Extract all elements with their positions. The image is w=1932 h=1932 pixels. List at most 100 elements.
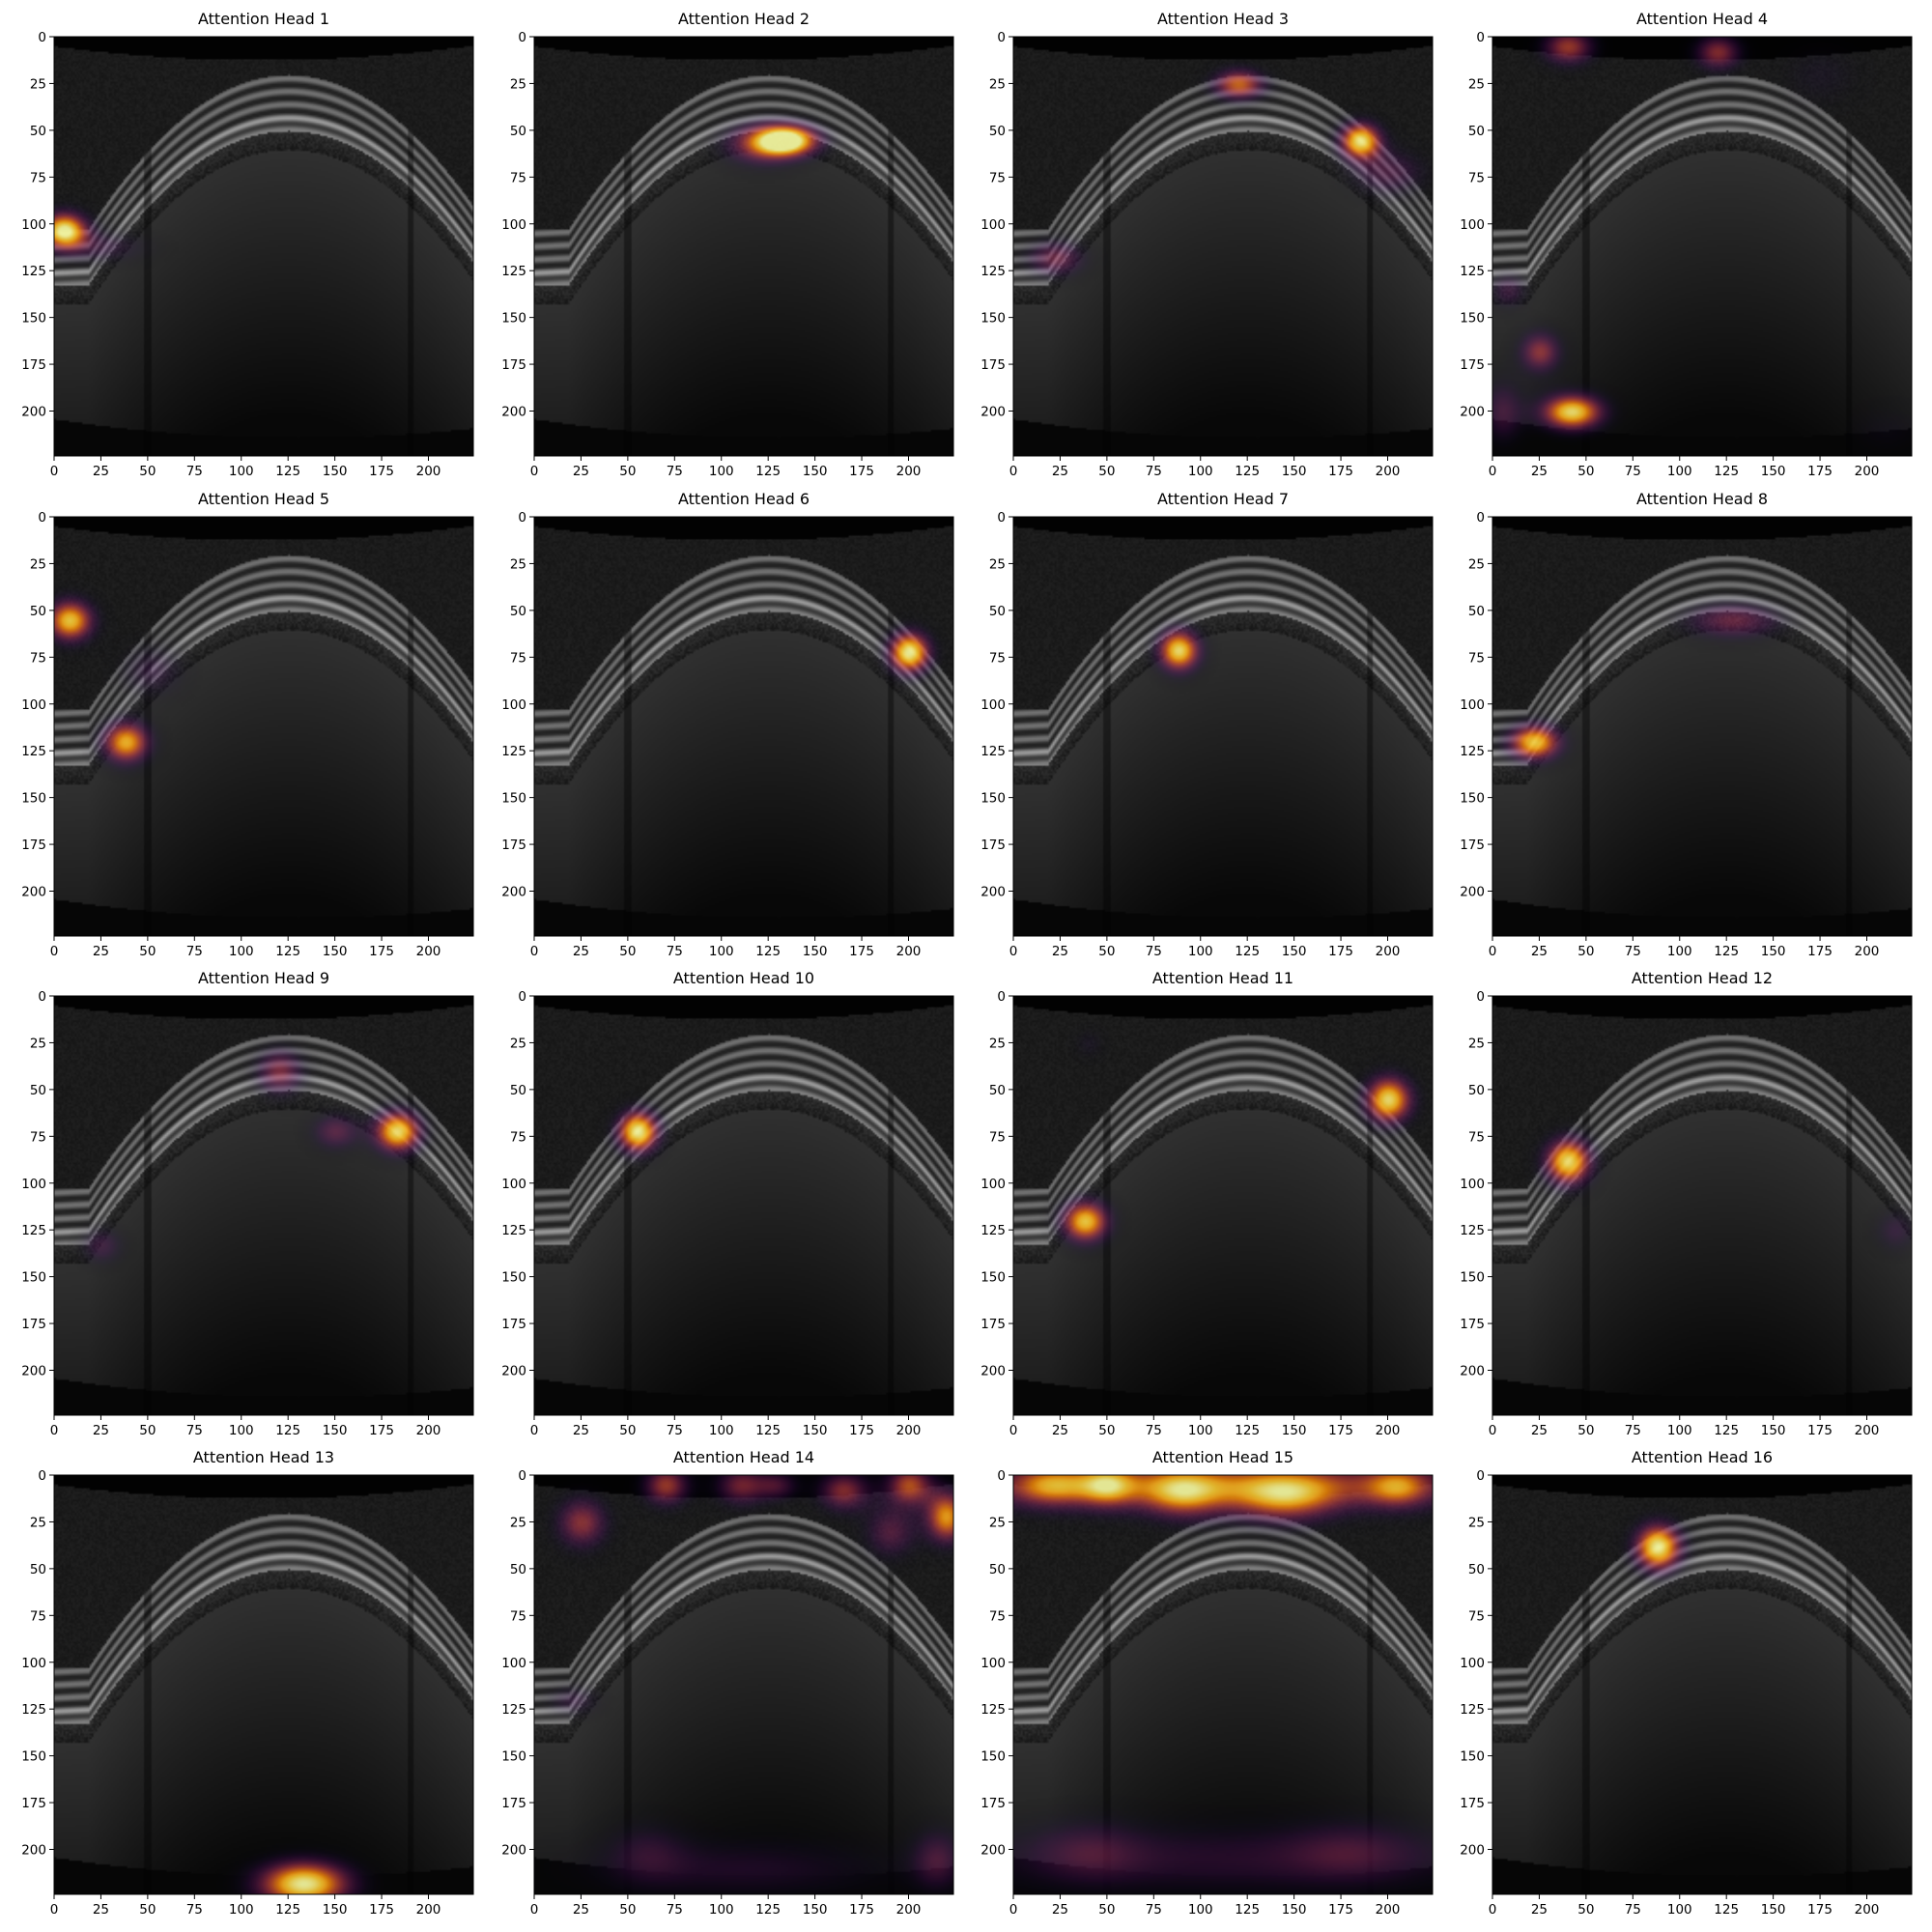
x-tick-label: 25 [1531, 1902, 1548, 1918]
y-tick-label: 150 [980, 1270, 1006, 1286]
x-tick-label: 175 [849, 944, 874, 959]
x-tick-label: 100 [1188, 1423, 1213, 1438]
plot-frame [53, 1474, 474, 1895]
x-tick-label: 50 [139, 464, 156, 479]
x-tick-label: 150 [803, 944, 828, 959]
x-tick-label: 200 [1376, 464, 1401, 479]
plot-axes: 0 25 50 75 100 125 150 175 200 0 25 50 75 100 125 150 17… [980, 30, 1434, 479]
x-tick-label: 50 [619, 1423, 636, 1438]
x-tick-label: 150 [803, 1902, 828, 1918]
panel-title: Attention Head 9 [197, 969, 330, 987]
y-tick-label: 75 [1468, 1608, 1485, 1624]
x-tick-label: 50 [1577, 944, 1594, 959]
x-tick-label: 75 [1625, 1902, 1641, 1918]
y-tick-label: 0 [38, 989, 46, 1005]
y-tick-label: 0 [997, 1468, 1006, 1484]
y-tick-label: 25 [30, 1036, 46, 1051]
x-tick-label: 175 [1807, 464, 1833, 479]
y-tick-label: 150 [21, 791, 46, 807]
plot-frame [533, 1474, 954, 1895]
x-tick-label: 25 [1052, 944, 1068, 959]
y-tick-label: 25 [989, 1515, 1006, 1530]
y-tick-label: 125 [501, 1223, 526, 1238]
x-tick-label: 0 [1489, 944, 1497, 959]
y-tick-label: 150 [501, 311, 526, 327]
x-tick-label: 175 [369, 1902, 394, 1918]
attention-heatmap [54, 1475, 473, 1894]
x-tick-label: 125 [1714, 464, 1739, 479]
attention-heatmap [1492, 1475, 1912, 1894]
x-tick-label: 0 [50, 464, 59, 479]
panel-title: Attention Head 12 [1631, 969, 1774, 987]
y-tick-label: 50 [510, 1562, 526, 1577]
y-tick-label: 100 [501, 1656, 526, 1671]
plot-frame [1492, 1474, 1913, 1895]
y-tick-label: 50 [1468, 1562, 1485, 1577]
x-tick-label: 125 [275, 1423, 300, 1438]
y-tick-label: 125 [1460, 264, 1485, 279]
plot-frame [533, 36, 954, 457]
x-tick-label: 150 [323, 1902, 348, 1918]
y-tick-label: 150 [980, 311, 1006, 327]
y-tick-label: 0 [38, 30, 46, 45]
y-tick-label: 50 [1468, 604, 1485, 619]
x-tick-label: 125 [1235, 944, 1260, 959]
x-tick-label: 75 [667, 1423, 683, 1438]
y-tick-label: 100 [21, 217, 46, 233]
x-tick-label: 0 [1489, 464, 1497, 479]
x-tick-label: 25 [1052, 1902, 1068, 1918]
x-tick-label: 175 [849, 1423, 874, 1438]
x-tick-label: 175 [369, 464, 394, 479]
y-tick-label: 175 [21, 357, 46, 373]
y-tick-label: 125 [980, 1702, 1006, 1718]
y-tick-label: 50 [989, 1083, 1006, 1098]
x-tick-label: 125 [275, 944, 300, 959]
y-tick-label: 200 [980, 405, 1006, 420]
y-tick-label: 200 [1460, 1843, 1485, 1859]
y-tick-label: 200 [501, 1843, 526, 1859]
x-tick-label: 125 [275, 1902, 300, 1918]
y-tick-label: 150 [501, 1749, 526, 1765]
x-tick-label: 175 [849, 1902, 874, 1918]
y-tick-label: 75 [989, 1129, 1006, 1145]
y-tick-label: 150 [1460, 311, 1485, 327]
x-tick-label: 125 [1714, 1423, 1739, 1438]
plot-axes: 0 25 50 75 100 125 150 175 200 0 25 50 75 100 125 150 17… [501, 989, 954, 1438]
y-tick-label: 100 [980, 1656, 1006, 1671]
x-tick-label: 150 [1282, 464, 1307, 479]
y-tick-label: 75 [989, 170, 1006, 185]
x-tick-label: 175 [1807, 944, 1833, 959]
plot-frame [1492, 995, 1913, 1416]
x-tick-label: 100 [1188, 1902, 1213, 1918]
x-tick-label: 150 [1761, 944, 1786, 959]
y-tick-label: 0 [1476, 989, 1485, 1005]
panel-title: Attention Head 4 [1635, 10, 1769, 28]
y-tick-label: 100 [1460, 1177, 1485, 1192]
y-tick-label: 200 [1460, 885, 1485, 900]
y-tick-label: 125 [1460, 1702, 1485, 1718]
x-tick-label: 25 [573, 1423, 589, 1438]
y-tick-label: 175 [21, 1796, 46, 1811]
attention-heatmap [1013, 1475, 1433, 1894]
x-tick-label: 50 [1098, 1902, 1115, 1918]
x-tick-label: 200 [1855, 944, 1880, 959]
y-tick-label: 50 [989, 604, 1006, 619]
x-tick-label: 150 [803, 464, 828, 479]
x-tick-label: 75 [1625, 1423, 1641, 1438]
y-tick-label: 200 [21, 1843, 46, 1859]
y-tick-label: 100 [980, 697, 1006, 713]
panel-title: Attention Head 14 [672, 1448, 815, 1466]
x-tick-label: 75 [186, 1423, 203, 1438]
attention-heatmap [54, 517, 473, 936]
x-tick-label: 200 [896, 944, 922, 959]
x-tick-label: 200 [896, 1902, 922, 1918]
y-tick-label: 100 [21, 697, 46, 713]
x-tick-label: 0 [1009, 1423, 1018, 1438]
x-tick-label: 75 [186, 1902, 203, 1918]
plot-frame [533, 516, 954, 937]
x-tick-label: 0 [530, 944, 539, 959]
plot-frame [1012, 1474, 1434, 1895]
x-tick-label: 50 [619, 1902, 636, 1918]
y-tick-label: 125 [980, 264, 1006, 279]
y-tick-label: 75 [1468, 1129, 1485, 1145]
